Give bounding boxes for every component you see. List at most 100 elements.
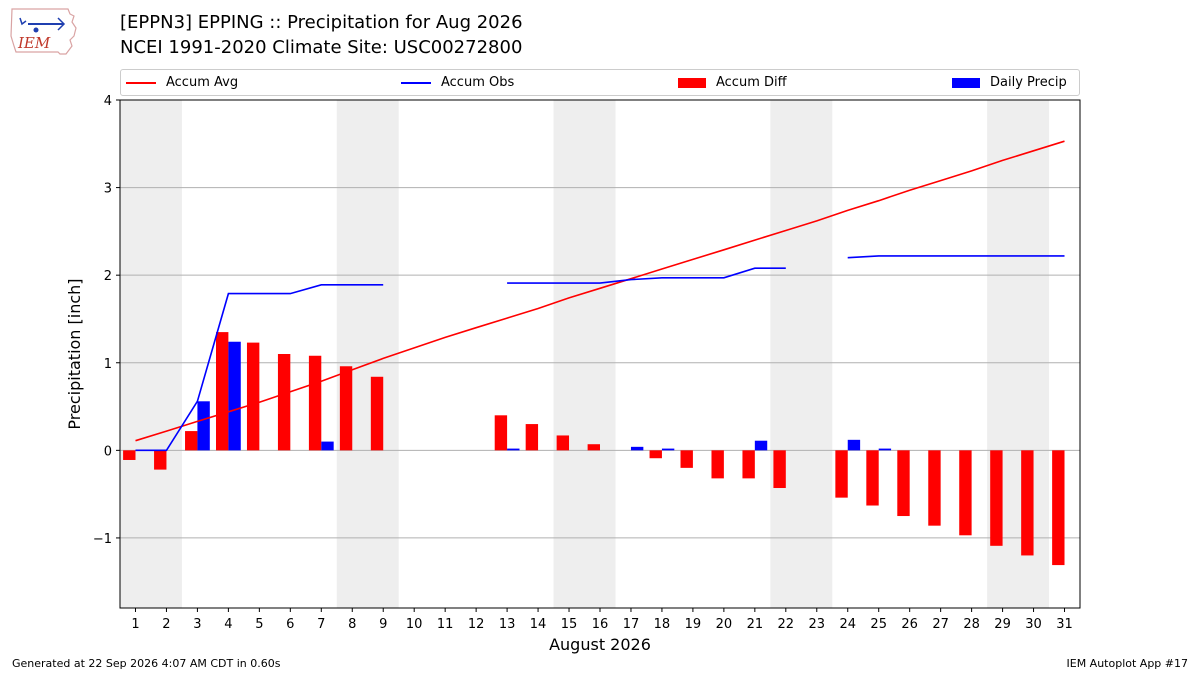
daily-precip-bar [878,448,892,451]
accum-diff-bar [835,450,848,498]
accum-diff-bar [866,450,879,506]
x-tick-label: 13 [499,617,516,632]
accum-diff-bar [154,450,167,470]
accum-avg-line [135,140,1065,442]
y-tick-label: 4 [104,94,112,109]
weekend-shade-band [336,100,399,608]
x-tick-label: 16 [592,617,609,632]
x-tick-label: 28 [963,617,980,632]
legend-label-accum-obs: Accum Obs [441,75,515,90]
weekend-shade-band [553,100,616,608]
x-tick-label: 23 [809,617,826,632]
weekend-shade-band [120,100,182,608]
accum-diff-bar [185,431,198,451]
daily-precip-bar [228,341,241,451]
iem-logo: IEM [8,6,80,58]
accum-diff-bar [742,450,755,479]
x-tick-label: 5 [255,617,263,632]
x-tick-label: 14 [530,617,547,632]
accum-diff-bar [216,332,229,451]
daily-precip-bar [847,439,861,451]
x-tick-label: 19 [685,617,702,632]
x-tick-label: 1 [131,617,139,632]
x-tick-label: 18 [654,617,671,632]
x-tick-label: 24 [839,617,856,632]
accum-diff-bar [246,342,260,451]
x-tick-label: 22 [778,617,795,632]
accum-diff-bar [959,450,972,536]
x-tick-label: 21 [747,617,764,632]
x-tick-label: 29 [994,617,1011,632]
chart-subtitle: NCEI 1991-2020 Climate Site: USC00272800 [120,37,523,58]
daily-precip-bar [661,448,675,451]
accum-diff-bar [277,354,291,451]
chart-legend: Accum Avg Accum Obs Accum Diff Daily Pre… [120,69,1080,96]
footer-app-text: IEM Autoplot App #17 [1066,657,1189,670]
x-tick-label: 7 [317,617,325,632]
legend-swatch-accum-avg [126,81,156,84]
y-tick-label: 0 [104,444,112,459]
iem-logo-graphic: IEM [10,8,77,55]
legend-label-accum-diff: Accum Diff [716,75,787,90]
accum-lines [135,140,1065,452]
x-tick-label: 11 [437,617,454,632]
y-tick-label: −1 [93,532,112,547]
x-tick-label: 9 [379,617,387,632]
daily-precip-bar [321,441,334,451]
accum-diff-bar [123,450,136,460]
accum-diff-bar [897,450,910,517]
legend-swatch-daily-precip [952,77,980,88]
footer-generated-text: Generated at 22 Sep 2026 4:07 AM CDT in … [12,657,281,670]
accum-diff-bar [494,415,508,451]
x-tick-label: 6 [286,617,294,632]
accum-diff-bar [587,444,600,451]
y-tick-label: 2 [104,269,112,284]
accum-obs-line [135,283,384,452]
x-tick-label: 27 [932,617,949,632]
accum-diff-bar [1021,450,1034,556]
daily-precip-bars [197,341,892,451]
x-tick-label: 2 [162,617,170,632]
accum-diff-bar [525,424,539,451]
x-tick-label: 10 [406,617,423,632]
x-tick-label: 31 [1056,617,1073,632]
legend-item-accum-obs: Accum Obs [401,70,514,95]
daily-precip-bar [754,440,768,451]
x-axis-label: August 2026 [549,635,651,654]
accum-diff-bar [370,376,384,451]
legend-label-accum-avg: Accum Avg [166,75,239,90]
legend-swatch-accum-diff [678,77,706,88]
accum-diff-bar [339,366,353,451]
x-tick-label: 30 [1025,617,1042,632]
x-tick-label: 12 [468,617,485,632]
y-axis-label: Precipitation [inch] [65,278,84,429]
x-tick-label: 8 [348,617,356,632]
accum-diff-bar [556,435,570,451]
daily-precip-bar [507,448,520,451]
accum-diff-bar [649,450,662,459]
accum-diff-bars [123,332,1065,566]
x-tick-label: 26 [901,617,918,632]
x-tick-label: 3 [193,617,201,632]
accum-obs-line [507,267,786,284]
daily-precip-bar [630,446,644,451]
y-tick-label: 1 [104,357,112,372]
x-tick-label: 20 [716,617,733,632]
x-tick-label: 17 [623,617,640,632]
accum-obs-line [847,255,1065,259]
x-tick-label: 25 [870,617,887,632]
daily-precip-bar [197,401,210,451]
accum-diff-bar [711,450,724,479]
accum-diff-bar [928,450,941,526]
accum-diff-bar [1052,450,1065,566]
chart-title: [EPPN3] EPPING :: Precipitation for Aug … [120,12,523,33]
svg-text:IEM: IEM [17,34,51,52]
legend-swatch-accum-obs [401,81,431,84]
accum-diff-bar [308,355,322,451]
weekend-shade-band [770,100,833,608]
accum-diff-bar [680,450,693,468]
legend-label-daily-precip: Daily Precip [990,75,1067,90]
x-tick-label: 15 [561,617,578,632]
